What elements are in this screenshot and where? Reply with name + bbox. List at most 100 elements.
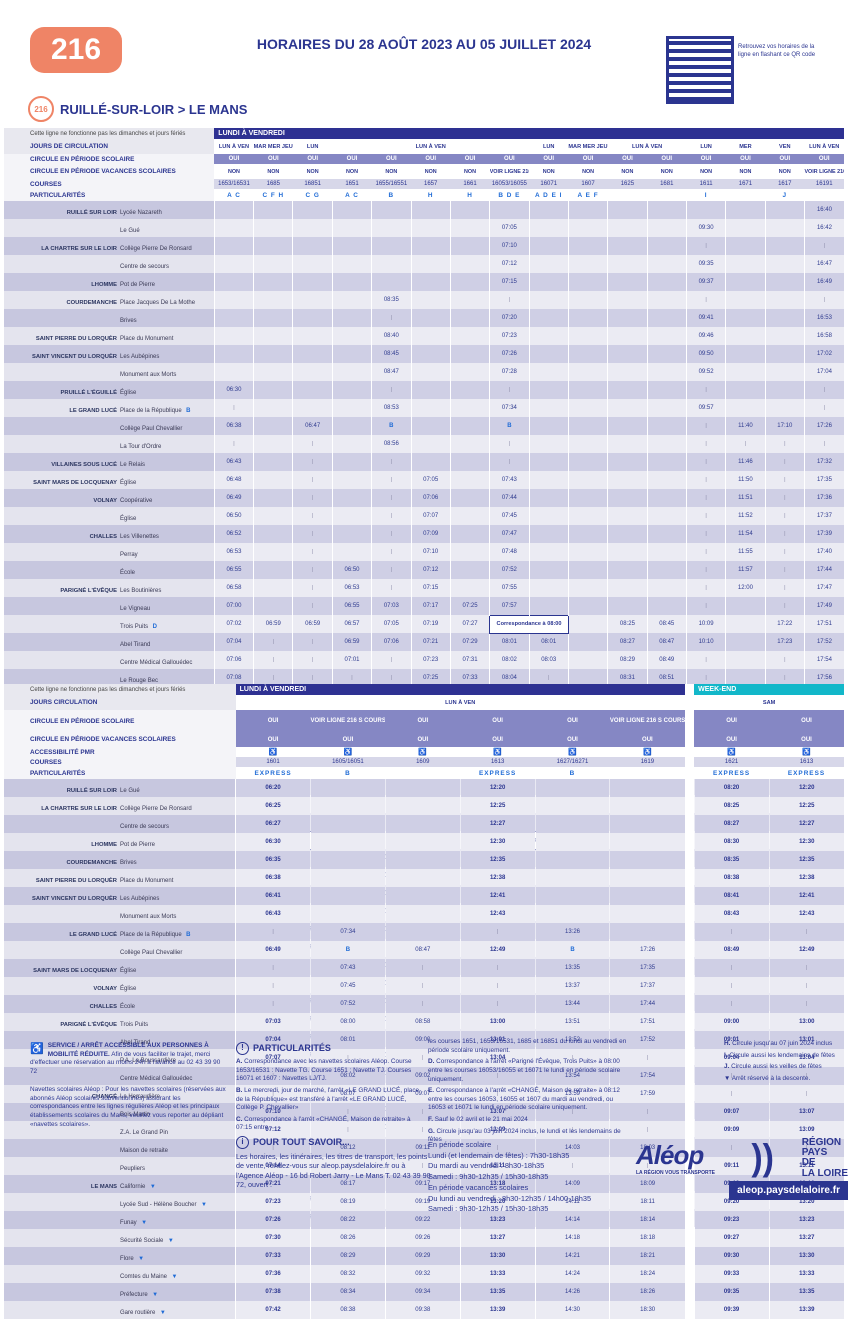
time-cell: 09:07 [693,1103,770,1121]
time-cell: 06:59 [253,615,293,633]
stop-name: Place du Monument [120,336,174,342]
time-cell [567,417,608,435]
time-cell: 11:50 [725,471,766,489]
time-cell: 12:49 [459,941,536,959]
time-cell [331,453,372,471]
website-link[interactable]: aleop.paysdelaloire.fr [729,1180,848,1200]
time-cell: 07:05 [371,615,412,633]
commune-name: SAINT PIERRE DU LORQUÈR [35,878,117,884]
time-cell: | [292,633,333,651]
time-cell: | [371,561,412,579]
time-cell: 07:43 [309,959,386,977]
time-cell [528,417,569,435]
time-cell [764,309,805,327]
time-cell: 06:50 [213,507,254,525]
time-cell: 14:21 [534,1247,610,1265]
time-cell [253,597,293,615]
time-cell [607,363,648,381]
stop-row: Centre Médical Gallouédec 07:06 | | 07:01 | 07… [4,651,844,669]
time-cell [410,417,451,435]
time-cell: 08:56 [371,435,412,453]
time-cell: 11:52 [725,507,766,525]
time-cell: | [609,1121,685,1139]
page-header: 216 HORAIRES DU 28 AOÛT 2023 AU 05 JUILL… [0,0,848,122]
particularites-cell: EXPRESS [235,767,311,779]
time-cell [384,815,461,833]
time-cell: 16:47 [803,255,844,273]
stop-row: SAINT MARS DE LOCQUENAY Église | 07:43 | | 13:… [4,959,844,977]
time-cell [685,201,726,219]
time-cell [567,543,608,561]
time-cell: 07:10 [489,237,530,255]
time-cell: | [235,959,311,977]
time-cell [331,543,372,561]
time-cell: 06:49 [213,489,254,507]
time-cell: 12:20 [768,779,844,797]
stop-label: LHOMME Pot de Pierre [4,273,215,291]
stop-row: Bois Martin 07:10 | | 13:07 | | 09:07 13:07 [4,1103,844,1121]
time-cell [213,201,254,219]
stop-row: Comtes du Maine ▼ 07:36 08:32 09:32 13:33 14:… [4,1265,844,1283]
time-cell: 08:29 [607,651,648,669]
time-cell [725,309,766,327]
stop-label: LE GRAND LUCÉ Place de la République B [4,923,237,941]
time-cell: | [534,1157,610,1175]
time-cell: 07:55 [489,579,530,597]
time-cell: 10:10 [685,633,726,651]
particularites-cell [804,189,844,201]
time-cell: | [768,923,844,941]
stop-label: Collège Paul Chevallier [4,941,237,959]
time-cell: | [292,561,333,579]
time-cell [725,273,766,291]
pmr-note: ♿ SERVICE / ARRÊT ACCESSIBLE AUX PERSONN… [30,1042,226,1077]
stop-label: CHALLES École [4,995,237,1013]
courses-cell: 1685 [253,179,293,189]
stop-row: Le Gué 07:05 09:30 16:42 [4,219,844,237]
time-cell: 13:27 [459,1229,536,1247]
time-cell: 13:26 [534,923,610,941]
time-cell [253,435,293,453]
stop-row: P.A. La Boussardière 07:07 | | 13:04 | | 09:04 1… [4,1049,844,1067]
stop-row: La Tour d'Ordre | | 08:56 | | | | | [4,435,844,453]
time-cell [567,345,608,363]
time-cell: | [489,435,530,453]
time-cell: 13:01 [459,1031,536,1049]
particularite-note: I. Circule aussi les lendemains de fêtes [724,1051,835,1059]
time-cell [449,237,490,255]
aleop-logo: Aléop [636,1140,704,1170]
time-cell: 09:17 [384,1175,461,1193]
time-cell: 07:14 [235,1157,311,1175]
stop-row: COURDEMANCHE Place Jacques De La Mothe 08:… [4,291,844,309]
particularites-intro: les courses 1651, 1653/16531, 1685 et 16… [428,1038,627,1054]
time-cell [253,363,293,381]
time-cell [410,273,451,291]
time-cell [646,363,687,381]
time-cell [567,237,608,255]
time-cell [567,561,608,579]
time-cell [607,201,648,219]
courses-cell: 1625 [607,179,648,189]
stop-label: SAINT VINCENT DU LORQUÈR Les Aubépines [4,887,237,905]
time-cell [567,399,608,417]
time-cell: | [764,597,805,615]
time-cell: 17:44 [609,995,685,1013]
time-cell: 17:35 [609,959,685,977]
time-cell: 08:49 [693,941,770,959]
time-cell: 13:33 [768,1265,844,1283]
stop-label: Centre de secours [4,815,237,833]
stop-marker: ▼ [167,1238,174,1244]
stop-name: École [120,570,136,576]
time-cell: | [489,381,530,399]
time-cell [410,201,451,219]
courses-cell: 1661 [450,179,490,189]
particularites-cell: EXPRESS [460,767,536,779]
time-cell: | [764,543,805,561]
route-title: RUILLÉ-SUR-LOIR > LE MANS [60,101,248,117]
time-cell: 07:26 [489,345,530,363]
stop-name: Comtes du Maine [120,1274,168,1280]
time-cell [309,815,386,833]
time-cell: 07:23 [410,651,451,669]
stop-label: Centre de secours [4,255,215,273]
stop-label: Funay ▼ [4,1211,237,1229]
time-cell [725,345,766,363]
